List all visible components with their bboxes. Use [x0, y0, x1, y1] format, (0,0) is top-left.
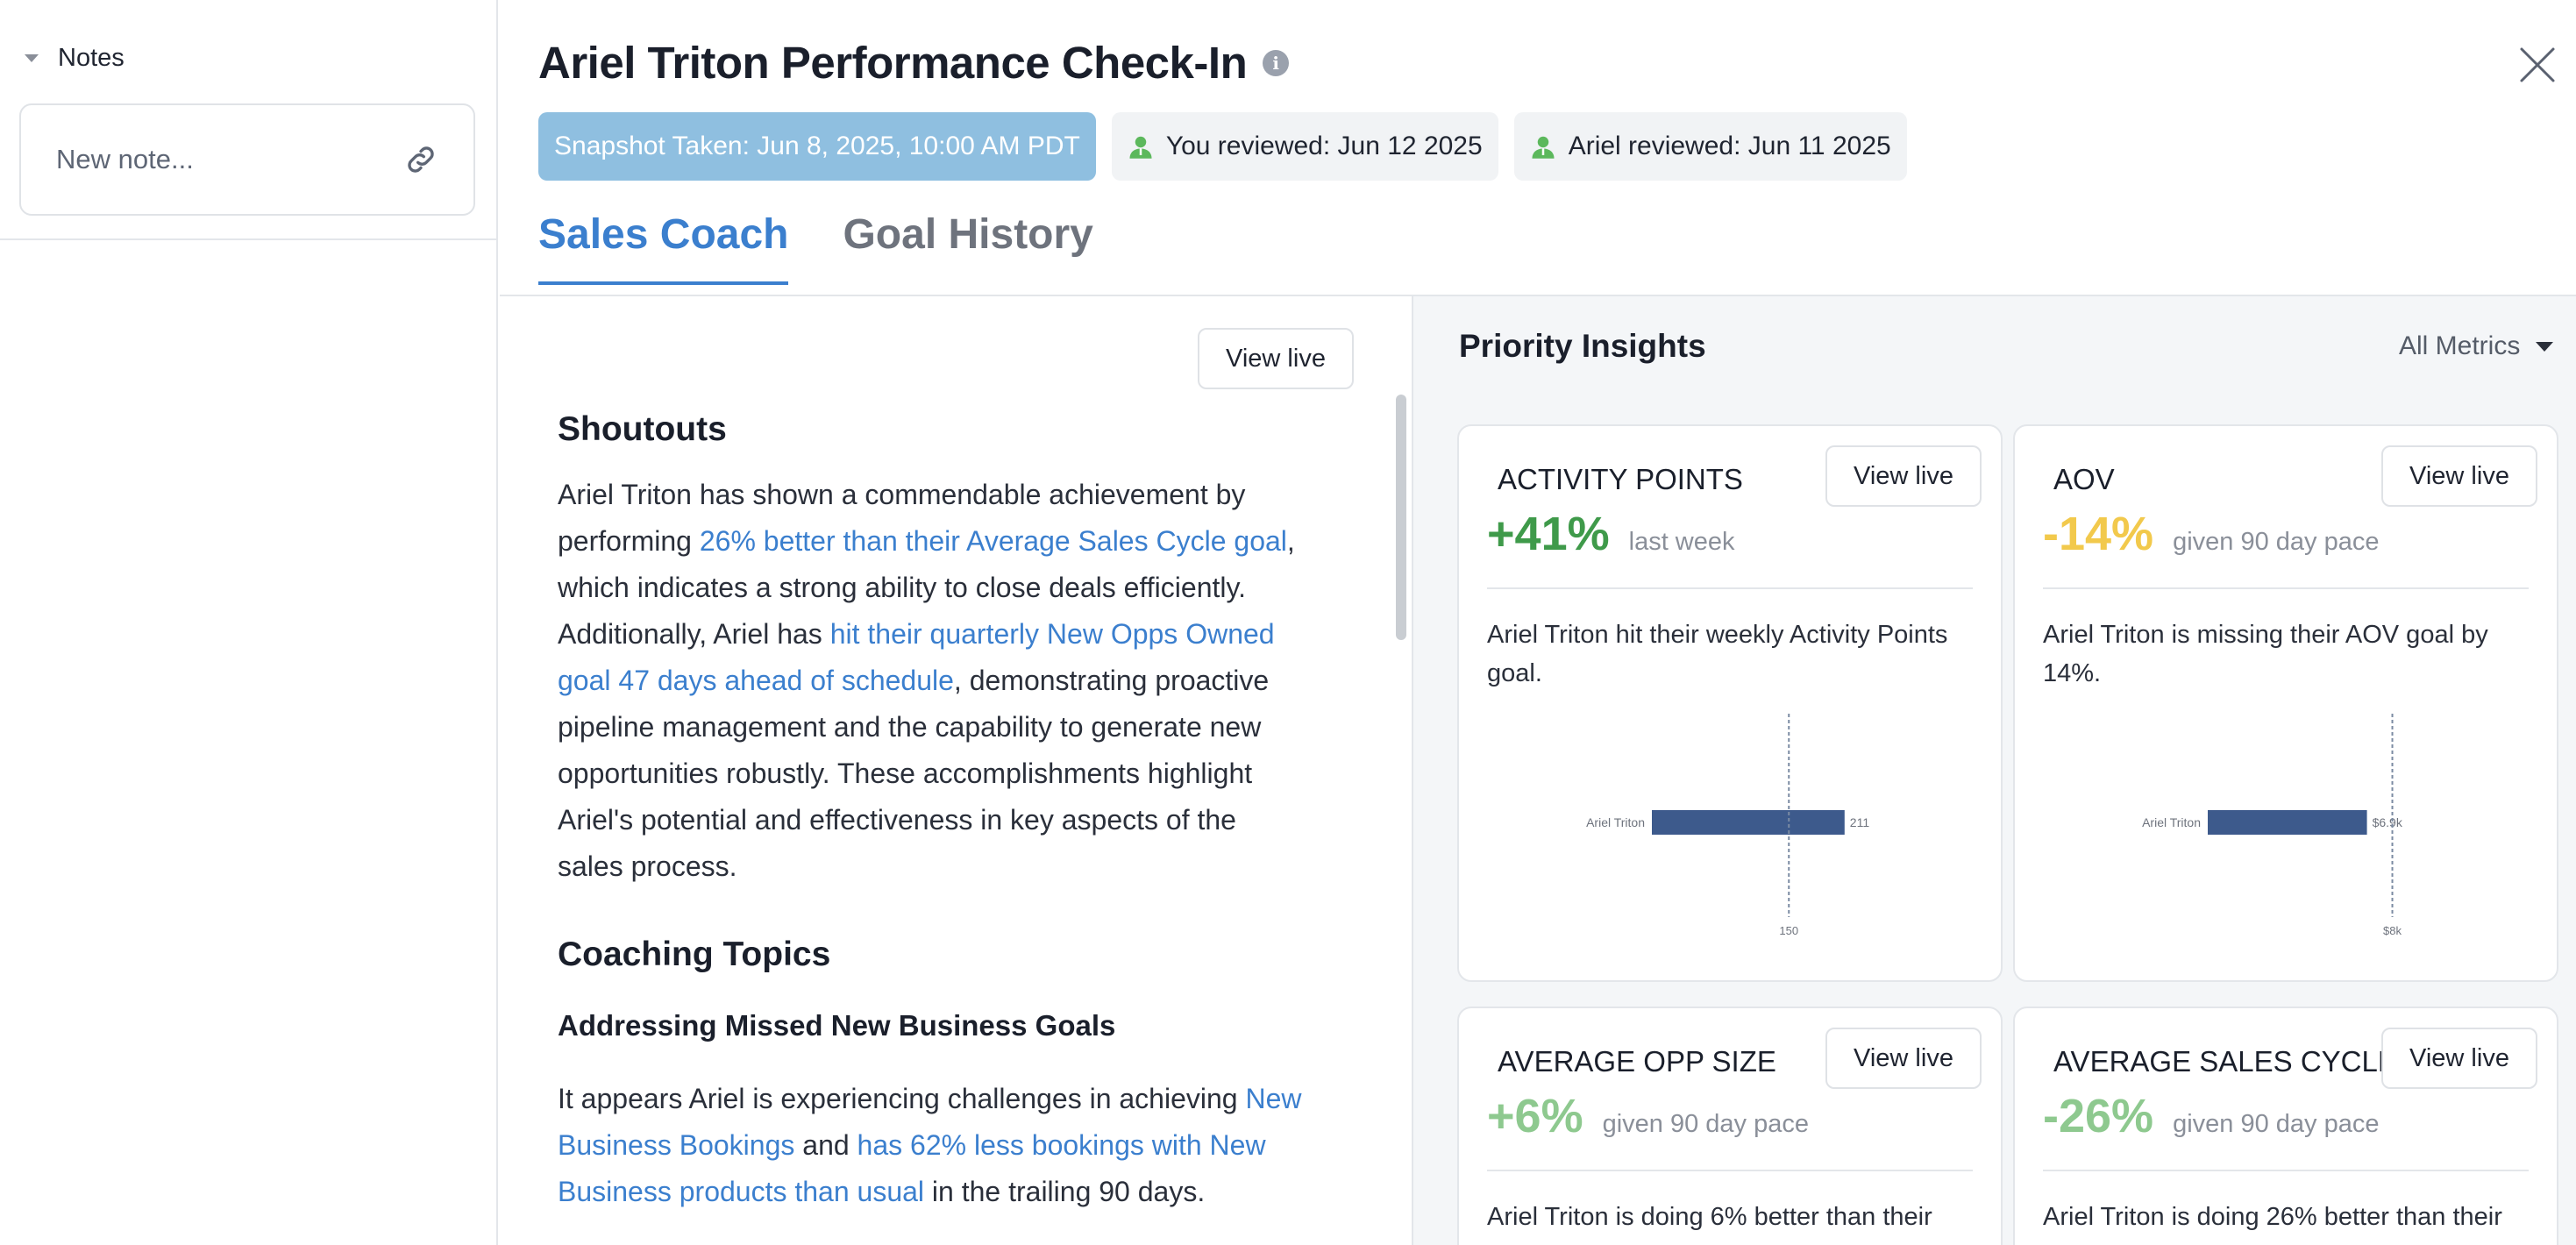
- card-summary: Ariel Triton is missing their AOV goal b…: [2043, 621, 2488, 687]
- new-business-products-link[interactable]: has 62% less bookings with New Business …: [558, 1129, 1266, 1207]
- view-live-button[interactable]: View live: [2381, 1028, 2537, 1089]
- shoutouts-heading: Shoutouts: [558, 410, 727, 448]
- card-title: AVERAGE OPP SIZE: [1498, 1045, 1776, 1078]
- card-title: AVERAGE SALES CYCLE: [2053, 1045, 2397, 1078]
- topic-text: It appears Ariel is experiencing challen…: [558, 1083, 1246, 1114]
- insight-card-average-opp-size: AVERAGE OPP SIZE View live +6% given 90 …: [1457, 1007, 2003, 1245]
- bar: [2208, 810, 2367, 835]
- card-title: AOV: [2053, 463, 2115, 495]
- card-divider: [1487, 587, 1973, 589]
- person-icon: [1128, 133, 1154, 160]
- badge-row: Snapshot Taken: Jun 8, 2025, 10:00 AM PD…: [538, 112, 1907, 181]
- title-row: Ariel Triton Performance Check-In i: [538, 37, 1290, 89]
- caret-down-icon[interactable]: [25, 54, 39, 62]
- tab-goal-history[interactable]: Goal History: [843, 211, 1093, 258]
- sidebar-divider: [0, 238, 498, 240]
- data-label: $6.9k: [2373, 815, 2403, 829]
- metric-row: -14% given 90 day pace: [2043, 507, 2379, 561]
- data-label: 211: [1850, 815, 1870, 829]
- you-reviewed-label: You reviewed: Jun 12 2025: [1165, 132, 1483, 160]
- new-business-bookings-link[interactable]: New Business Bookings: [558, 1083, 1302, 1161]
- link-icon[interactable]: [403, 142, 438, 177]
- priority-insights-panel: Priority Insights All Metrics ACTIVITY P…: [1412, 296, 2576, 1245]
- metric-context: given 90 day pace: [2173, 528, 2380, 556]
- card-summary: Ariel Triton is doing 26% better than th…: [2043, 1203, 2502, 1231]
- category-label: Ariel Triton: [1586, 815, 1645, 829]
- priority-insights-title: Priority Insights: [1459, 328, 1706, 364]
- check-in-panel: Ariel Triton Performance Check-In i Snap…: [500, 0, 2576, 1245]
- caret-down-icon: [2536, 341, 2554, 352]
- metric-row: +41% last week: [1487, 507, 1735, 561]
- metric-value: +6%: [1487, 1090, 1583, 1142]
- notes-title: Notes: [58, 44, 125, 72]
- bar: [1652, 810, 1845, 835]
- card-summary: Ariel Triton is doing 6% better than the…: [1487, 1203, 1932, 1231]
- topic-text: in the trailing 90 days.: [924, 1176, 1206, 1207]
- metric-value: -26%: [2043, 1090, 2154, 1142]
- insight-card-aov: AOV View live -14% given 90 day pace Ari…: [2013, 424, 2558, 982]
- card-divider: [2043, 587, 2529, 589]
- view-live-button[interactable]: View live: [1825, 1028, 1982, 1089]
- goal-label: $8k: [2383, 924, 2402, 937]
- category-label: Ariel Triton: [2142, 815, 2201, 829]
- shoutouts-text: , demonstrating proactive pipeline manag…: [558, 665, 1270, 882]
- view-live-button[interactable]: View live: [1825, 445, 1982, 507]
- close-icon[interactable]: [2518, 46, 2557, 84]
- metric-context: given 90 day pace: [1602, 1110, 1809, 1138]
- topic-paragraph: It appears Ariel is experiencing challen…: [558, 1076, 1303, 1215]
- coach-article: Shoutouts Ariel Triton has shown a comme…: [558, 410, 1303, 1215]
- shoutouts-text: Ariel Triton has shown a commendable ach…: [558, 479, 1246, 557]
- tabs-divider: [500, 295, 2576, 296]
- metric-value: +41%: [1487, 508, 1610, 560]
- ariel-reviewed-label: Ariel reviewed: Jun 11 2025: [1568, 132, 1891, 160]
- shoutouts-text: , which indicates a strong ability to cl…: [558, 525, 1295, 650]
- new-opps-owned-link[interactable]: hit their quarterly New Opps Owned goal …: [558, 618, 1275, 696]
- notes-sidebar: Notes New note...: [0, 0, 498, 1245]
- snapshot-badge: Snapshot Taken: Jun 8, 2025, 10:00 AM PD…: [538, 112, 1096, 181]
- metric-context: last week: [1628, 528, 1735, 556]
- insight-card-activity-points: ACTIVITY POINTS View live +41% last week…: [1457, 424, 2003, 982]
- tab-sales-coach[interactable]: Sales Coach: [538, 210, 789, 285]
- metric-value: -14%: [2043, 508, 2154, 560]
- card-title: ACTIVITY POINTS: [1498, 463, 1743, 495]
- card-divider: [2043, 1170, 2529, 1171]
- insight-card-average-sales-cycle: AVERAGE SALES CYCLE View live -26% given…: [2013, 1007, 2558, 1245]
- goal-bar-chart: Ariel Triton $6.9k $8k: [2015, 707, 2557, 961]
- topic-heading: Addressing Missed New Business Goals: [558, 1009, 1116, 1042]
- new-note-input[interactable]: New note...: [19, 103, 475, 216]
- new-note-placeholder: New note...: [56, 144, 194, 174]
- snapshot-badge-label: Snapshot Taken: Jun 8, 2025, 10:00 AM PD…: [554, 132, 1080, 160]
- metrics-filter-dropdown[interactable]: All Metrics: [2399, 331, 2554, 361]
- shoutouts-paragraph: Ariel Triton has shown a commendable ach…: [558, 472, 1303, 890]
- ariel-reviewed-badge: Ariel reviewed: Jun 11 2025: [1513, 112, 1907, 181]
- tab-bar: Sales Coach Goal History: [538, 210, 1093, 285]
- card-summary: Ariel Triton hit their weekly Activity P…: [1487, 621, 1948, 687]
- person-icon: [1530, 133, 1556, 160]
- view-live-button[interactable]: View live: [2381, 445, 2537, 507]
- metric-row: +6% given 90 day pace: [1487, 1089, 1809, 1143]
- sales-coach-content: View live Shoutouts Ariel Triton has sho…: [500, 296, 1412, 1245]
- metric-context: given 90 day pace: [2173, 1110, 2380, 1138]
- metric-row: -26% given 90 day pace: [2043, 1089, 2379, 1143]
- view-live-button[interactable]: View live: [1198, 328, 1354, 389]
- topic-text: and: [794, 1129, 857, 1161]
- coaching-topics-heading: Coaching Topics: [558, 936, 831, 973]
- goal-bar-chart: Ariel Triton 211 150: [1459, 707, 2001, 961]
- scrollbar[interactable]: [1396, 395, 1406, 640]
- notes-header[interactable]: Notes: [25, 44, 125, 73]
- goal-label: 150: [1779, 924, 1798, 937]
- average-sales-cycle-link[interactable]: 26% better than their Average Sales Cycl…: [699, 525, 1287, 557]
- card-divider: [1487, 1170, 1973, 1171]
- metrics-filter-label: All Metrics: [2399, 331, 2521, 360]
- you-reviewed-badge: You reviewed: Jun 12 2025: [1111, 112, 1498, 181]
- page-title: Ariel Triton Performance Check-In: [538, 38, 1248, 88]
- info-icon[interactable]: i: [1263, 49, 1290, 76]
